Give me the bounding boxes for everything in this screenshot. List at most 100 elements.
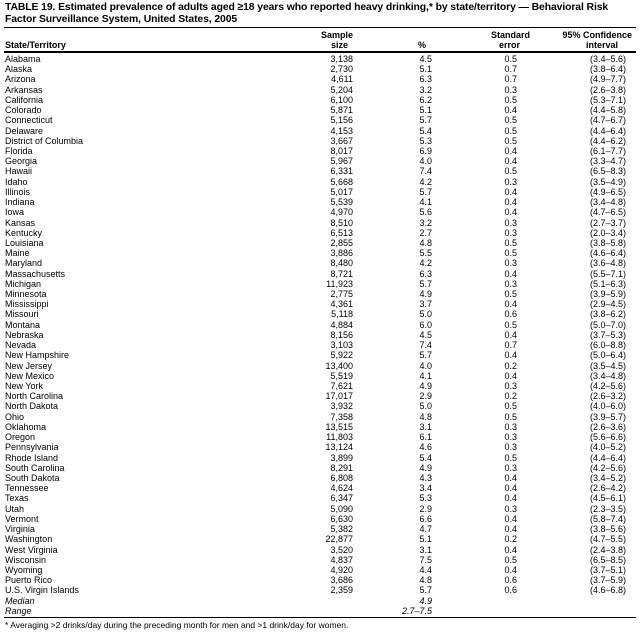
- cell-standard-error: 0.5: [504, 289, 517, 300]
- footnote: * Averaging >2 drinks/day during the pre…: [5, 620, 349, 630]
- cell-sample-size: 5,382: [330, 524, 353, 535]
- cell-state: Rhode Island: [5, 452, 59, 463]
- cell-standard-error: 0.2: [504, 534, 517, 545]
- cell-standard-error: 0.3: [504, 381, 517, 391]
- cell-state: Arizona: [5, 74, 36, 85]
- cell-standard-error: 0.4: [504, 186, 517, 197]
- cell-standard-error: 0.2: [504, 391, 517, 402]
- cell-standard-error: 0.3: [504, 442, 517, 453]
- table-row: Alaska 2,730 5.1 0.7 (3.8–6.4): [0, 64, 640, 74]
- cell-state: Florida: [5, 145, 33, 156]
- cell-standard-error: 0.4: [504, 370, 517, 381]
- cell-standard-error: 0.2: [504, 360, 517, 371]
- table-row: Missouri 5,118 5.0 0.6 (3.8–6.2): [0, 309, 640, 319]
- cell-percent: 5.0: [419, 309, 432, 320]
- cell-standard-error: 0.5: [504, 135, 517, 146]
- table-row: North Dakota 3,932 5.0 0.5 (4.0–6.0): [0, 401, 640, 411]
- cell-confidence-interval: (4.4–6.2): [589, 135, 626, 146]
- cell-percent: 5.1: [419, 105, 432, 116]
- table-row: Minnesota 2,775 4.9 0.5 (3.9–5.9): [0, 289, 640, 299]
- cell-state: Delaware: [5, 125, 44, 136]
- cell-standard-error: 0.5: [504, 94, 517, 105]
- cell-confidence-interval: (6.5–8.3): [589, 166, 626, 177]
- cell-sample-size: 4,361: [330, 299, 353, 310]
- cell-percent: 5.3: [419, 135, 432, 146]
- cell-state: Oklahoma: [5, 421, 47, 432]
- cell-sample-size: 3,138: [330, 54, 353, 64]
- table-row: Arkansas 5,204 3.2 0.3 (2.6–3.8): [0, 85, 640, 95]
- table-row: Colorado 5,871 5.1 0.4 (4.4–5.8): [0, 105, 640, 115]
- cell-sample-size: 5,090: [330, 503, 353, 514]
- cell-percent: 5.5: [419, 248, 432, 259]
- cell-sample-size: 3,686: [330, 575, 353, 586]
- cell-state: Colorado: [5, 105, 42, 116]
- summary-label: Median: [5, 595, 35, 606]
- cell-sample-size: 5,871: [330, 105, 353, 116]
- title-divider: [4, 27, 636, 28]
- cell-state: Connecticut: [5, 115, 53, 126]
- cell-sample-size: 4,611: [331, 74, 353, 85]
- cell-confidence-interval: (6.5–8.5): [589, 554, 626, 565]
- cell-percent: 5.4: [419, 452, 432, 463]
- table-row: U.S. Virgin Islands 2,359 5.7 0.6 (4.6–6.8): [0, 585, 640, 595]
- table-row: Connecticut 5,156 5.7 0.5 (4.7–6.7): [0, 115, 640, 125]
- table-row: California 6,100 6.2 0.5 (5.3–7.1): [0, 95, 640, 105]
- cell-sample-size: 6,513: [330, 227, 353, 238]
- cell-percent: 4.8: [419, 237, 432, 248]
- cell-confidence-interval: (3.7–5.1): [589, 564, 626, 575]
- cell-percent: 5.7: [419, 585, 432, 596]
- cell-standard-error: 0.3: [504, 84, 517, 95]
- cell-percent: 6.1: [419, 432, 432, 443]
- cell-state: Washington: [5, 534, 53, 545]
- cell-percent: 4.6: [419, 442, 432, 453]
- cell-confidence-interval: (3.8–5.8): [589, 237, 626, 248]
- cell-confidence-interval: (2.0–3.4): [589, 227, 626, 238]
- cell-percent: 4.7: [419, 524, 432, 535]
- cell-sample-size: 4,920: [330, 564, 353, 575]
- cell-standard-error: 0.3: [504, 258, 517, 269]
- header-se-line2: error: [498, 40, 520, 50]
- cell-sample-size: 17,017: [325, 391, 353, 402]
- cell-percent: 4.4: [419, 564, 432, 575]
- cell-state: Puerto Rico: [5, 575, 53, 586]
- cell-percent: 3.2: [419, 84, 432, 95]
- cell-state: Idaho: [5, 176, 28, 187]
- cell-state: Illinois: [5, 186, 31, 197]
- cell-confidence-interval: (6.0–8.8): [589, 340, 626, 351]
- cell-confidence-interval: (3.5–4.5): [589, 360, 626, 371]
- cell-standard-error: 0.4: [504, 156, 517, 167]
- cell-standard-error: 0.5: [504, 401, 517, 412]
- cell-sample-size: 4,837: [330, 554, 353, 565]
- header-sample-line1: Sample: [320, 30, 353, 40]
- cell-state: Alabama: [5, 54, 41, 64]
- cell-state: West Virginia: [5, 544, 58, 555]
- cell-confidence-interval: (3.7–5.3): [589, 329, 626, 340]
- cell-standard-error: 0.4: [504, 299, 517, 310]
- cell-percent: 3.1: [419, 421, 432, 432]
- cell-sample-size: 8,291: [330, 462, 353, 473]
- cell-state: Louisiana: [5, 237, 44, 248]
- cell-percent: 2.9: [419, 503, 432, 514]
- table-row: Florida 8,017 6.9 0.4 (6.1–7.7): [0, 146, 640, 156]
- table-row: Michigan 11,923 5.7 0.3 (5.1–6.3): [0, 279, 640, 289]
- cell-state: Maine: [5, 248, 30, 259]
- cell-state: Wyoming: [5, 564, 43, 575]
- table-row: Texas 6,347 5.3 0.4 (4.5–6.1): [0, 493, 640, 503]
- cell-sample-size: 5,668: [330, 176, 353, 187]
- cell-confidence-interval: (2.9–4.5): [589, 299, 626, 310]
- cell-state: Tennessee: [5, 483, 49, 494]
- table-row: Pennsylvania 13,124 4.6 0.3 (4.0–5.2): [0, 442, 640, 452]
- cell-state: California: [5, 94, 44, 105]
- table-row: Mississippi 4,361 3.7 0.4 (2.9–4.5): [0, 299, 640, 309]
- cell-confidence-interval: (3.8–6.2): [589, 309, 626, 320]
- cell-standard-error: 0.3: [504, 432, 517, 443]
- header-se-line1: Standard: [490, 30, 530, 40]
- cell-standard-error: 0.4: [504, 544, 517, 555]
- cell-confidence-interval: (4.2–5.6): [589, 381, 626, 391]
- cell-percent: 3.4: [419, 483, 432, 494]
- cell-standard-error: 0.5: [504, 125, 517, 136]
- cell-state: Georgia: [5, 156, 38, 167]
- table-row: Delaware 4,153 5.4 0.5 (4.4–6.4): [0, 126, 640, 136]
- cell-state: Maryland: [5, 258, 43, 269]
- cell-state: Pennsylvania: [5, 442, 59, 453]
